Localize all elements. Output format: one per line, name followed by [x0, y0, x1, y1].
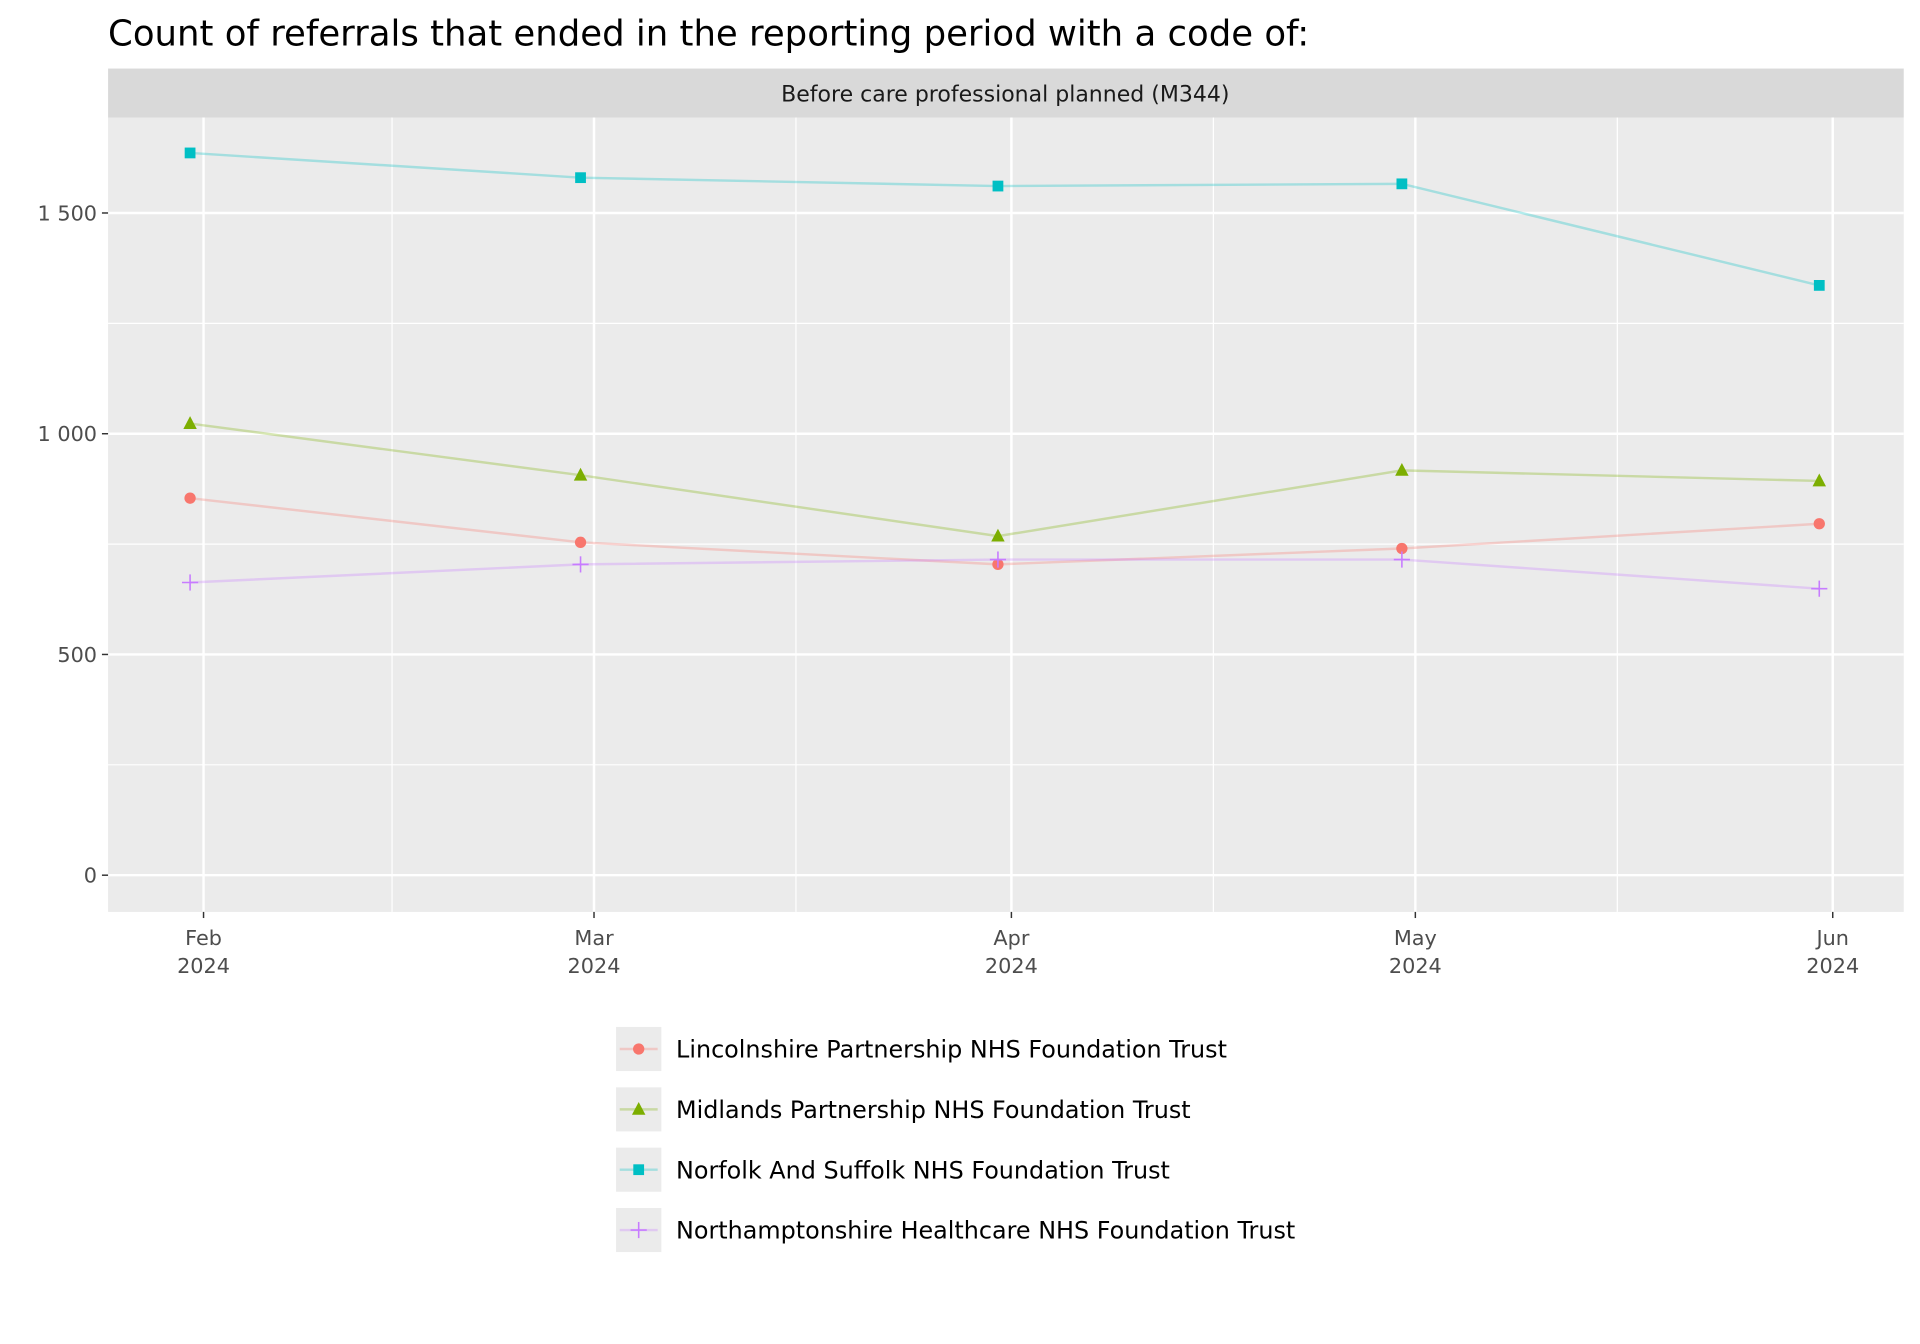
series-triangle: [183, 416, 1827, 542]
data-point: [574, 536, 587, 548]
x-tick-label-year: 2024: [177, 954, 230, 978]
grid-lines: [108, 117, 1904, 912]
x-tick-label-year: 2024: [1389, 954, 1442, 978]
x-tick-label-year: 2024: [568, 954, 621, 978]
data-point: [573, 467, 588, 481]
legend-label: Norfolk And Suffolk NHS Foundation Trust: [676, 1156, 1170, 1184]
legend-key-marker: [633, 1043, 645, 1055]
x-tick-label-month: Jun: [1814, 926, 1849, 950]
legend-label: Midlands Partnership NHS Foundation Trus…: [676, 1096, 1191, 1124]
data-point: [183, 416, 197, 429]
chart-title: Count of referrals that ended in the rep…: [108, 13, 1309, 54]
x-tick-label-year: 2024: [985, 954, 1038, 978]
y-tick-label: 1 500: [38, 201, 98, 225]
data-point: [1813, 518, 1825, 530]
y-tick-label: 0: [84, 864, 97, 888]
x-tick-label-month: Feb: [185, 926, 222, 950]
data-point: [1813, 279, 1825, 291]
data-point: [184, 492, 196, 504]
legend: Lincolnshire Partnership NHS Foundation …: [616, 1026, 1295, 1253]
x-tick-label-month: May: [1394, 926, 1437, 950]
data-point: [992, 180, 1004, 192]
legend-label: Lincolnshire Partnership NHS Foundation …: [676, 1036, 1227, 1064]
facet-strip: [108, 68, 1904, 118]
series-group: [181, 147, 1828, 597]
x-tick-label-month: Mar: [574, 926, 614, 950]
legend-label: Northamptonshire Healthcare NHS Foundati…: [676, 1217, 1295, 1245]
data-point: [1396, 178, 1408, 190]
legend-key-marker: [631, 1101, 646, 1115]
axes: 0 500 1 000 1 500 Feb 2024 Mar 2024 Apr 2024 May 20…: [38, 201, 1860, 978]
plot-panel: [108, 117, 1904, 912]
legend-key-marker: [633, 1164, 645, 1176]
y-tick-label: 1 000: [38, 422, 98, 446]
x-tick-label-month: Apr: [993, 926, 1029, 950]
data-point: [575, 172, 586, 184]
series-square: [184, 147, 1825, 291]
data-point: [1395, 462, 1409, 476]
y-tick-label: 500: [57, 643, 97, 667]
data-point: [1812, 473, 1827, 487]
data-point: [184, 147, 196, 159]
data-point: [1396, 542, 1408, 555]
facet-label: Before care professional planned (M344): [781, 83, 1229, 108]
data-point: [991, 528, 1005, 542]
series-plus: [181, 551, 1828, 597]
x-tick-label-year: 2024: [1806, 954, 1859, 978]
